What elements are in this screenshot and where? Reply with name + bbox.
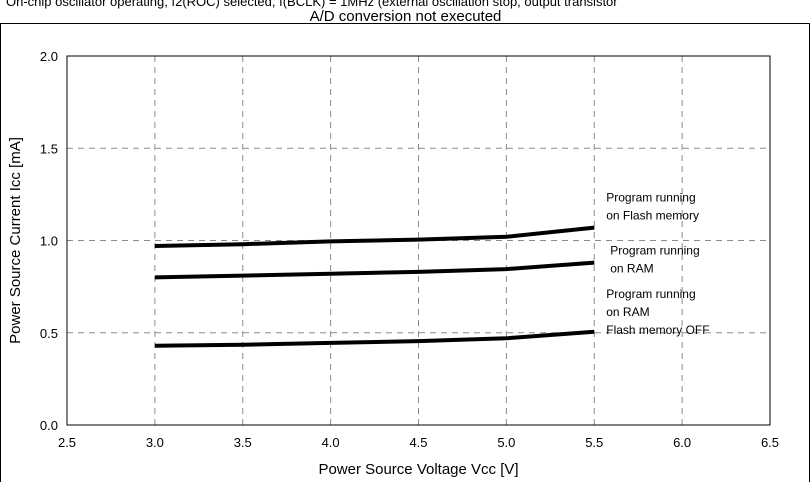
- tick-layer: 2.5 3.0 3.5 4.0 4.5 5.0 5.5 6.0 6.5 0.0 0.5 1.0 1.5 2…: [40, 49, 779, 450]
- y-axis-title: Power Source Current Icc [mA]: [7, 137, 24, 344]
- plot-area: [66, 55, 771, 426]
- x-tick-label: 4.0: [322, 435, 340, 450]
- chart-header-line-2: A/D conversion not executed: [309, 8, 502, 25]
- grid-layer: [67, 56, 770, 425]
- series-annotation-line: on RAM: [606, 305, 649, 319]
- y-tick-label: 0.0: [40, 418, 58, 433]
- annotation-layer: Program running on Flash memory Program ru…: [606, 191, 709, 337]
- series-annotation-line: Flash memory OFF: [606, 323, 709, 337]
- x-tick-label: 3.5: [234, 435, 252, 450]
- x-tick-label: 4.5: [409, 435, 427, 450]
- x-tick-label: 6.0: [673, 435, 691, 450]
- x-tick-label: 5.0: [497, 435, 515, 450]
- series-layer: [154, 225, 595, 348]
- x-tick-label: 2.5: [58, 435, 76, 450]
- x-axis-title: Power Source Voltage Vcc [V]: [318, 461, 518, 478]
- series-annotation-line: on Flash memory: [606, 209, 699, 223]
- x-tick-label: 5.5: [585, 435, 603, 450]
- x-tick-label: 6.5: [761, 435, 779, 450]
- y-tick-label: 1.5: [40, 141, 58, 156]
- series-annotation-line: Program running: [610, 244, 699, 258]
- x-tick-label: 3.0: [146, 435, 164, 450]
- y-tick-label: 1.0: [40, 234, 58, 249]
- series-annotation-line: Program running: [606, 191, 695, 205]
- series-line: [154, 329, 595, 348]
- chart-header-line-1: On-chip oscillator operating, f2(ROC) se…: [6, 0, 618, 9]
- series-annotation-line: Program running: [606, 287, 695, 301]
- series-line: [154, 225, 595, 248]
- y-tick-label: 0.5: [40, 326, 58, 341]
- y-tick-label: 2.0: [40, 49, 58, 64]
- series-line: [154, 260, 595, 280]
- series-annotation-line: on RAM: [610, 262, 653, 276]
